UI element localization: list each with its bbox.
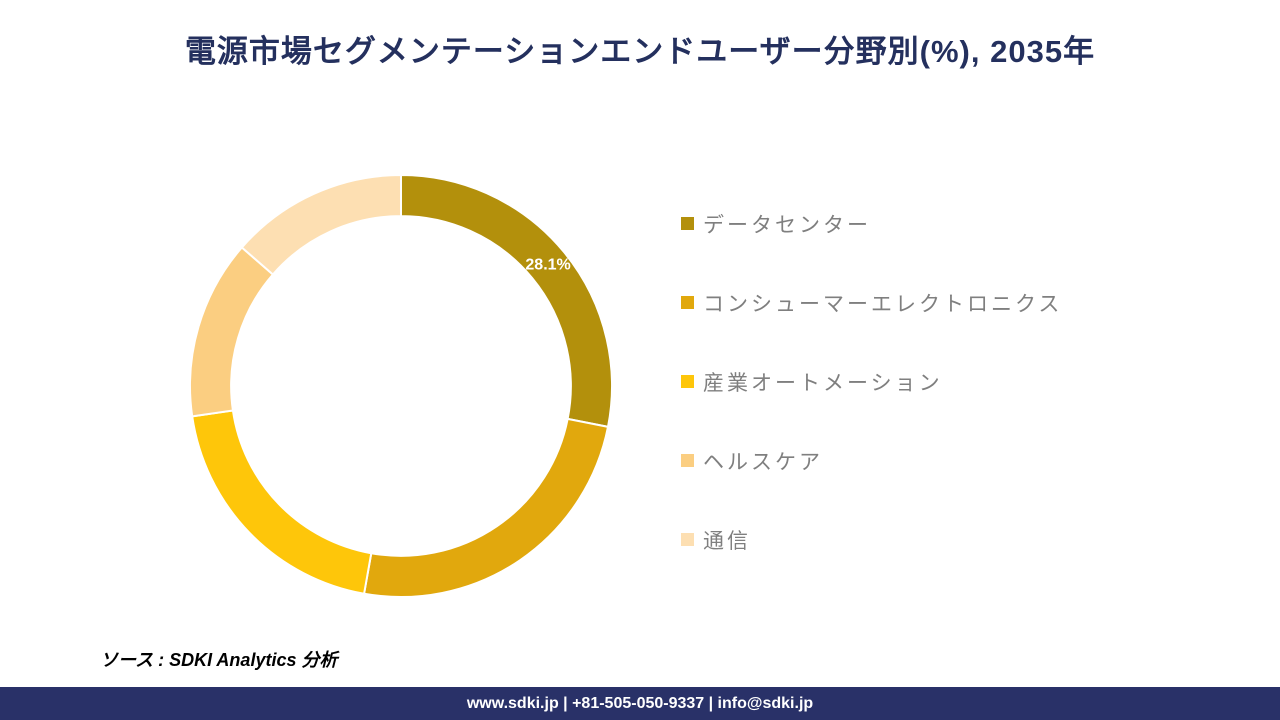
pie-slice-data-label: 28.1% xyxy=(525,256,570,273)
legend-item-label: 通信 xyxy=(703,529,751,553)
donut-chart: 28.1% xyxy=(181,166,621,606)
legend-item-consumer-electronics: コンシューマーエレクトロニクス xyxy=(681,263,1062,342)
source-note: ソース : SDKI Analytics 分析 xyxy=(100,650,338,670)
legend-item-healthcare: ヘルスケア xyxy=(681,421,1062,500)
page-title: 電源市場セグメンテーションエンドユーザー分野別(%), 2035年 xyxy=(184,34,1096,69)
legend-swatch-icon xyxy=(681,533,694,546)
legend-item-label: コンシューマーエレクトロニクス xyxy=(703,292,1063,316)
pie-slice-4 xyxy=(240,173,402,276)
pie-slice-0 xyxy=(400,173,613,429)
chart-legend: データセンター コンシューマーエレクトロニクス 産業オートメーション ヘルスケア… xyxy=(681,184,1062,579)
pie-slice-1 xyxy=(362,417,610,598)
legend-swatch-icon xyxy=(681,375,694,388)
legend-item-data-center: データセンター xyxy=(681,184,1062,263)
pie-slice-3 xyxy=(189,246,275,418)
legend-item-label: データセンター xyxy=(703,213,871,237)
legend-item-label: ヘルスケア xyxy=(703,450,823,474)
legend-item-industrial-automation: 産業オートメーション xyxy=(681,342,1062,421)
legend-swatch-icon xyxy=(681,454,694,467)
pie-slice-2 xyxy=(191,409,373,595)
legend-swatch-icon xyxy=(681,296,694,309)
legend-item-label: 産業オートメーション xyxy=(703,371,943,395)
donut-chart-svg: 28.1% xyxy=(189,173,613,598)
footer-bar: www.sdki.jp | +81-505-050-9337 | info@sd… xyxy=(0,687,1280,720)
legend-item-telecom: 通信 xyxy=(681,500,1062,579)
legend-swatch-icon xyxy=(681,217,694,230)
footer-contact-text: www.sdki.jp | +81-505-050-9337 | info@sd… xyxy=(466,694,814,712)
